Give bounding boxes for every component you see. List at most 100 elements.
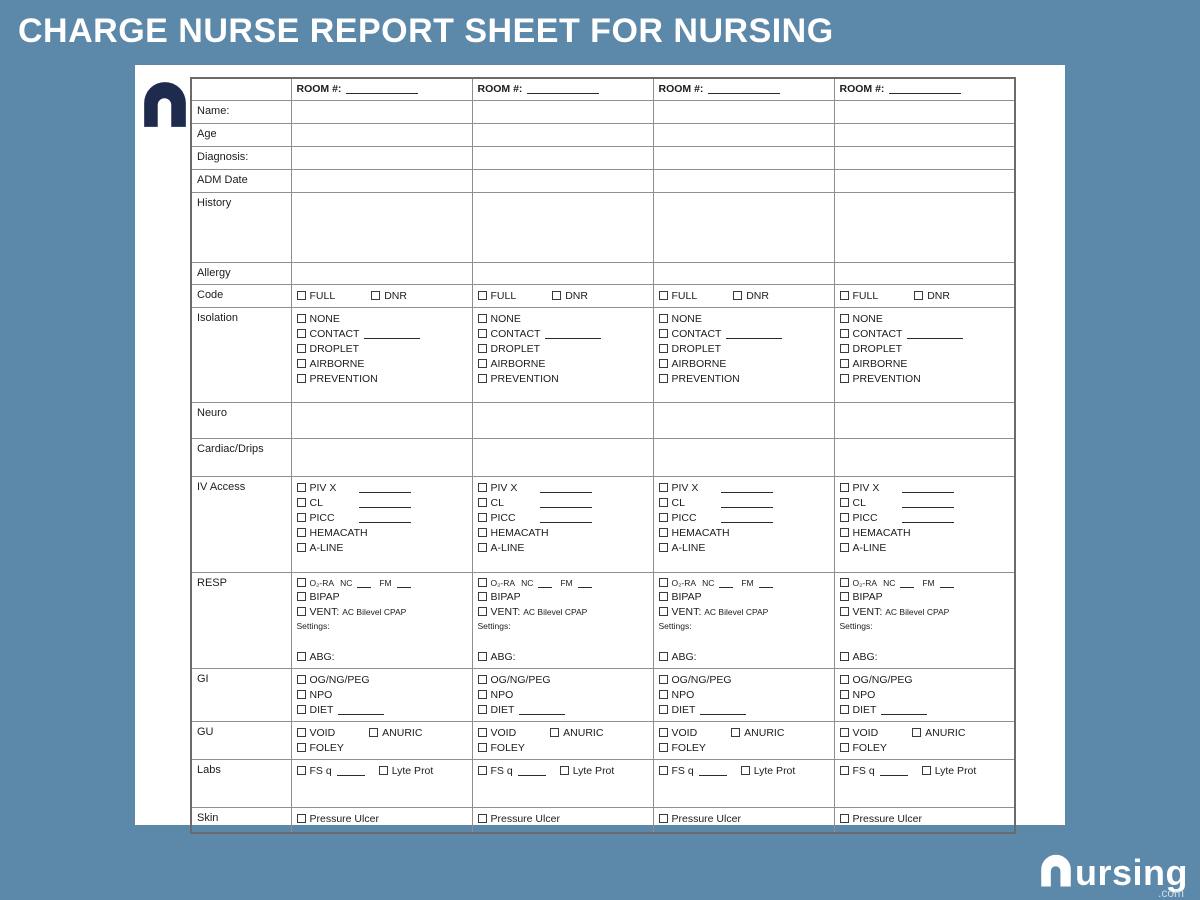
checkbox-dnr[interactable]: [552, 291, 562, 300]
checkbox-hemacath[interactable]: [839, 528, 849, 537]
checkbox-none[interactable]: [658, 314, 668, 323]
checkbox-prevention[interactable]: [477, 374, 487, 383]
checkbox-diet[interactable]: [839, 705, 849, 714]
checkbox-full[interactable]: [296, 291, 306, 300]
checkbox-npo[interactable]: [658, 690, 668, 699]
checkbox-contact[interactable]: [477, 329, 487, 338]
checkbox-void[interactable]: [658, 728, 668, 737]
checkbox-abg[interactable]: [477, 652, 487, 661]
checkbox-bipap[interactable]: [839, 592, 849, 601]
checkbox-cl[interactable]: [839, 498, 849, 507]
checkbox-lyte-prot[interactable]: [378, 766, 388, 775]
checkbox-o-ra[interactable]: [296, 578, 306, 587]
checkbox-o-ra[interactable]: [477, 578, 487, 587]
checkbox-foley[interactable]: [296, 743, 306, 752]
checkbox-prevention[interactable]: [296, 374, 306, 383]
checkbox-abg[interactable]: [296, 652, 306, 661]
checkbox-airborne[interactable]: [477, 359, 487, 368]
checkbox-prevention[interactable]: [658, 374, 668, 383]
checkbox-npo[interactable]: [296, 690, 306, 699]
checkbox-picc[interactable]: [296, 513, 306, 522]
checkbox-vent[interactable]: [839, 607, 849, 616]
checkbox-pressure-ulcer[interactable]: [296, 814, 306, 823]
checkbox-droplet[interactable]: [296, 344, 306, 353]
checkbox-cl[interactable]: [296, 498, 306, 507]
checkbox-piv-x[interactable]: [658, 483, 668, 492]
checkbox-bipap[interactable]: [477, 592, 487, 601]
checkbox-lyte-prot[interactable]: [559, 766, 569, 775]
checkbox-vent[interactable]: [658, 607, 668, 616]
checkbox-npo[interactable]: [839, 690, 849, 699]
checkbox-foley[interactable]: [839, 743, 849, 752]
checkbox-full[interactable]: [477, 291, 487, 300]
checkbox-picc[interactable]: [477, 513, 487, 522]
checkbox-dnr[interactable]: [371, 291, 381, 300]
checkbox-void[interactable]: [477, 728, 487, 737]
checkbox-a-line[interactable]: [296, 543, 306, 552]
checkbox-contact[interactable]: [296, 329, 306, 338]
checkbox-airborne[interactable]: [658, 359, 668, 368]
checkbox-a-line[interactable]: [658, 543, 668, 552]
checkbox-foley[interactable]: [477, 743, 487, 752]
checkbox-pressure-ulcer[interactable]: [839, 814, 849, 823]
checkbox-dnr[interactable]: [914, 291, 924, 300]
checkbox-bipap[interactable]: [296, 592, 306, 601]
checkbox-fs-q[interactable]: [658, 766, 668, 775]
checkbox-piv-x[interactable]: [296, 483, 306, 492]
checkbox-a-line[interactable]: [839, 543, 849, 552]
checkbox-hemacath[interactable]: [477, 528, 487, 537]
checkbox-lyte-prot[interactable]: [740, 766, 750, 775]
checkbox-cl[interactable]: [658, 498, 668, 507]
checkbox-a-line[interactable]: [477, 543, 487, 552]
checkbox-anuric[interactable]: [369, 728, 379, 737]
checkbox-lyte-prot[interactable]: [921, 766, 931, 775]
checkbox-anuric[interactable]: [550, 728, 560, 737]
checkbox-vent[interactable]: [477, 607, 487, 616]
checkbox-hemacath[interactable]: [658, 528, 668, 537]
checkbox-none[interactable]: [839, 314, 849, 323]
checkbox-contact[interactable]: [658, 329, 668, 338]
checkbox-abg[interactable]: [658, 652, 668, 661]
checkbox-prevention[interactable]: [839, 374, 849, 383]
checkbox-pressure-ulcer[interactable]: [658, 814, 668, 823]
checkbox-dnr[interactable]: [733, 291, 743, 300]
checkbox-void[interactable]: [839, 728, 849, 737]
checkbox-foley[interactable]: [658, 743, 668, 752]
checkbox-droplet[interactable]: [658, 344, 668, 353]
checkbox-fs-q[interactable]: [477, 766, 487, 775]
checkbox-airborne[interactable]: [296, 359, 306, 368]
checkbox-contact[interactable]: [839, 329, 849, 338]
checkbox-diet[interactable]: [658, 705, 668, 714]
checkbox-o-ra[interactable]: [658, 578, 668, 587]
checkbox-bipap[interactable]: [658, 592, 668, 601]
checkbox-anuric[interactable]: [912, 728, 922, 737]
checkbox-o-ra[interactable]: [839, 578, 849, 587]
checkbox-og-ng-peg[interactable]: [296, 675, 306, 684]
checkbox-piv-x[interactable]: [839, 483, 849, 492]
checkbox-diet[interactable]: [477, 705, 487, 714]
checkbox-void[interactable]: [296, 728, 306, 737]
checkbox-diet[interactable]: [296, 705, 306, 714]
checkbox-full[interactable]: [658, 291, 668, 300]
checkbox-full[interactable]: [839, 291, 849, 300]
checkbox-droplet[interactable]: [839, 344, 849, 353]
checkbox-airborne[interactable]: [839, 359, 849, 368]
checkbox-cl[interactable]: [477, 498, 487, 507]
checkbox-picc[interactable]: [658, 513, 668, 522]
checkbox-fs-q[interactable]: [296, 766, 306, 775]
checkbox-og-ng-peg[interactable]: [477, 675, 487, 684]
checkbox-anuric[interactable]: [731, 728, 741, 737]
checkbox-npo[interactable]: [477, 690, 487, 699]
checkbox-og-ng-peg[interactable]: [658, 675, 668, 684]
checkbox-none[interactable]: [296, 314, 306, 323]
checkbox-vent[interactable]: [296, 607, 306, 616]
checkbox-hemacath[interactable]: [296, 528, 306, 537]
checkbox-fs-q[interactable]: [839, 766, 849, 775]
checkbox-none[interactable]: [477, 314, 487, 323]
checkbox-pressure-ulcer[interactable]: [477, 814, 487, 823]
checkbox-droplet[interactable]: [477, 344, 487, 353]
checkbox-picc[interactable]: [839, 513, 849, 522]
checkbox-abg[interactable]: [839, 652, 849, 661]
checkbox-piv-x[interactable]: [477, 483, 487, 492]
checkbox-og-ng-peg[interactable]: [839, 675, 849, 684]
